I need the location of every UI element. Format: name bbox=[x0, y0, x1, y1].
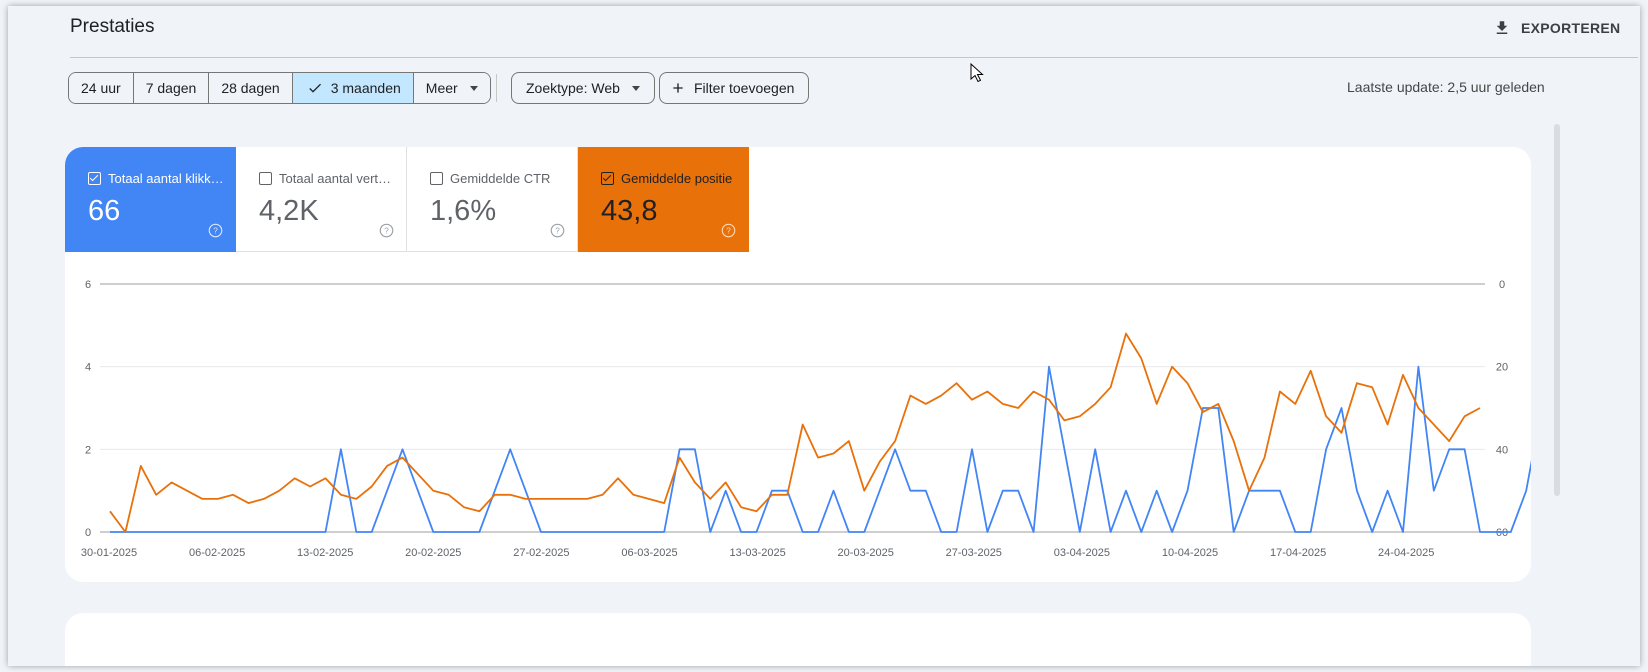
metric-label: Gemiddelde CTR bbox=[450, 171, 551, 186]
metric-label-wrap: Gemiddelde positie bbox=[601, 171, 732, 186]
metric-label-wrap: Totaal aantal vert… bbox=[259, 171, 391, 186]
range-28d-button[interactable]: 28 dagen bbox=[209, 73, 293, 103]
metric-value: 43,8 bbox=[601, 195, 658, 227]
download-icon bbox=[1496, 21, 1508, 34]
checkmark-icon bbox=[307, 80, 323, 96]
x-tick-label: 24-04-2025 bbox=[1378, 547, 1434, 559]
performance-chart-card: Totaal aantal klikk… 66 ? Totaal aantal … bbox=[65, 147, 1531, 582]
metric-total-impressions[interactable]: Totaal aantal vert… 4,2K ? bbox=[236, 147, 407, 252]
range-28d-label: 28 dagen bbox=[221, 80, 280, 96]
metric-average-ctr[interactable]: Gemiddelde CTR 1,6% ? bbox=[407, 147, 578, 252]
y-left-tick-label: 0 bbox=[85, 527, 91, 539]
mouse-cursor-icon bbox=[970, 63, 984, 83]
series-line-position bbox=[109, 332, 1481, 533]
metric-label: Gemiddelde positie bbox=[621, 171, 733, 186]
svg-text:?: ? bbox=[555, 226, 560, 235]
search-type-label: Zoektype: Web bbox=[526, 80, 620, 96]
more-ranges-dropdown[interactable]: Meer bbox=[413, 73, 490, 103]
date-range-selector: 24 uur 7 dagen 28 dagen 3 maanden Meer bbox=[68, 72, 491, 104]
range-7d-button[interactable]: 7 dagen bbox=[133, 73, 210, 103]
checkbox-unchecked-icon bbox=[259, 172, 272, 185]
y-right-tick-label: 20 bbox=[1496, 362, 1508, 374]
caret-down-icon bbox=[631, 85, 640, 91]
search-type-dropdown[interactable]: Zoektype: Web bbox=[511, 72, 655, 104]
header-divider bbox=[70, 57, 1638, 58]
metric-value: 66 bbox=[88, 195, 121, 227]
x-tick-label: 17-04-2025 bbox=[1270, 547, 1326, 559]
checkbox-unchecked-icon bbox=[430, 172, 443, 185]
x-tick-label: 10-04-2025 bbox=[1162, 547, 1218, 559]
last-update-text: Laatste update: 2,5 uur geleden bbox=[1347, 79, 1545, 95]
svg-text:?: ? bbox=[384, 226, 389, 235]
svg-text:?: ? bbox=[213, 226, 218, 235]
series-line-clicks bbox=[110, 365, 1531, 533]
help-icon[interactable]: ? bbox=[208, 223, 223, 238]
toolbar-separator bbox=[496, 74, 497, 102]
x-tick-label: 06-02-2025 bbox=[189, 547, 245, 559]
export-label: EXPORTEREN bbox=[1521, 20, 1621, 36]
y-left-tick-label: 2 bbox=[85, 444, 91, 456]
add-filter-button[interactable]: Filter toevoegen bbox=[659, 72, 810, 104]
metric-total-clicks[interactable]: Totaal aantal klikk… 66 ? bbox=[65, 147, 236, 252]
page-title: Prestaties bbox=[70, 16, 155, 37]
y-left-tick-label: 4 bbox=[85, 362, 91, 374]
performance-line-chart: 0 2 4 6 60 40 20 0 30-01-2025 06-02-2025 13-02-202… bbox=[81, 279, 1531, 559]
y-right-tick-label: 0 bbox=[1499, 279, 1505, 291]
metric-label-wrap: Gemiddelde CTR bbox=[430, 171, 550, 186]
help-icon[interactable]: ? bbox=[721, 223, 736, 238]
range-3m-label: 3 maanden bbox=[330, 80, 401, 96]
range-7d-label: 7 dagen bbox=[145, 80, 197, 96]
y-left-tick-label: 6 bbox=[85, 279, 91, 291]
x-tick-label: 03-04-2025 bbox=[1054, 547, 1110, 559]
range-24h-button[interactable]: 24 uur bbox=[69, 73, 134, 103]
svg-text:?: ? bbox=[726, 226, 731, 235]
caret-down-icon bbox=[469, 85, 478, 91]
x-tick-label: 30-01-2025 bbox=[81, 547, 137, 559]
add-filter-label: Filter toevoegen bbox=[694, 80, 795, 96]
metric-label: Totaal aantal klikk… bbox=[108, 171, 224, 186]
export-button[interactable]: EXPORTEREN bbox=[1493, 16, 1620, 40]
range-3m-button[interactable]: 3 maanden bbox=[292, 73, 414, 103]
y-right-tick-label: 60 bbox=[1496, 527, 1508, 539]
metric-value: 4,2K bbox=[259, 195, 319, 227]
x-tick-label: 06-03-2025 bbox=[621, 547, 677, 559]
x-tick-label: 13-03-2025 bbox=[729, 547, 785, 559]
x-tick-label: 27-02-2025 bbox=[513, 547, 569, 559]
x-tick-label: 20-03-2025 bbox=[838, 547, 894, 559]
y-right-tick-label: 40 bbox=[1496, 444, 1508, 456]
range-24h-label: 24 uur bbox=[81, 80, 121, 96]
x-tick-label: 20-02-2025 bbox=[405, 547, 461, 559]
checkbox-checked-icon bbox=[88, 172, 101, 185]
more-label: Meer bbox=[425, 80, 458, 96]
help-icon[interactable]: ? bbox=[550, 223, 565, 238]
metric-label: Totaal aantal vert… bbox=[279, 171, 392, 186]
vertical-scrollbar[interactable] bbox=[1554, 124, 1560, 496]
metric-average-position[interactable]: Gemiddelde positie 43,8 ? bbox=[578, 147, 749, 252]
help-icon[interactable]: ? bbox=[379, 223, 394, 238]
x-tick-label: 13-02-2025 bbox=[297, 547, 353, 559]
checkbox-checked-icon bbox=[601, 172, 614, 185]
filter-toolbar: 24 uur 7 dagen 28 dagen 3 maanden Meer Z… bbox=[8, 72, 1640, 104]
lower-content-card bbox=[65, 613, 1531, 666]
metric-value: 1,6% bbox=[430, 195, 497, 227]
search-console-performance-panel: Prestaties EXPORTEREN 24 uur 7 dagen 28 … bbox=[8, 6, 1640, 666]
metric-label-wrap: Totaal aantal klikk… bbox=[88, 171, 224, 186]
page-header: Prestaties EXPORTEREN bbox=[8, 6, 1640, 58]
plus-icon bbox=[673, 83, 683, 93]
x-tick-label: 27-03-2025 bbox=[946, 547, 1002, 559]
